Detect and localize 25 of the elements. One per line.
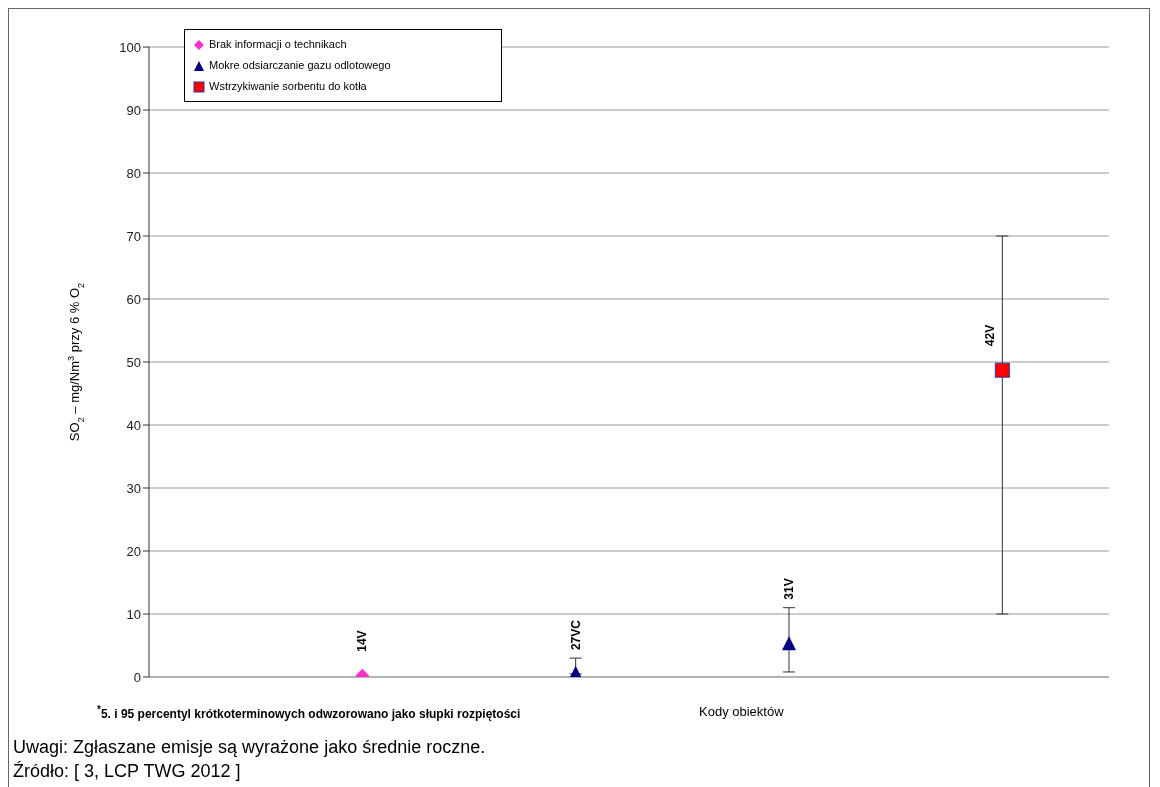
point xyxy=(568,665,583,677)
legend-label: Brak informacji o technikach xyxy=(209,37,347,52)
point xyxy=(994,362,1010,378)
x-tick-label: 27VC xyxy=(568,619,583,651)
text: $^{*}$5. i 95 percentyl krótkoterminowych odwzorowano jako słupki rozpiętości xyxy=(97,704,521,721)
y-tick-label: 0 xyxy=(133,669,141,685)
y-tick-label: 20 xyxy=(126,543,141,559)
y-tick-label: 40 xyxy=(126,417,141,433)
y-tick-label: 60 xyxy=(126,291,141,307)
y-tick-label: 30 xyxy=(126,480,141,496)
y-tick-label: 80 xyxy=(126,165,141,181)
point xyxy=(782,636,796,651)
y-tick-label: 10 xyxy=(126,606,141,622)
x-tick-label: 31V xyxy=(782,578,796,600)
legend-label: Mokre odsiarczanie gazu odlotowego xyxy=(209,58,391,73)
text: Uwagi: Zgłaszane emisje są wyrażone jako średnie roczne. xyxy=(13,737,486,758)
x-tick-label: 14V xyxy=(355,630,370,652)
x-axis-title: Kody obiektów xyxy=(699,704,784,719)
legend-label: Wstrzykiwanie sorbentu do kotła xyxy=(209,79,367,94)
y-tick-label: 90 xyxy=(126,102,141,118)
y-tick-label: 50 xyxy=(126,354,141,370)
text: Źródło: [ 3, LCP TWG 2012 ] xyxy=(13,761,241,782)
y-tick-label: 100 xyxy=(119,39,141,55)
y-tick-label: 70 xyxy=(126,228,141,244)
x-tick-label: 42V xyxy=(983,324,998,347)
